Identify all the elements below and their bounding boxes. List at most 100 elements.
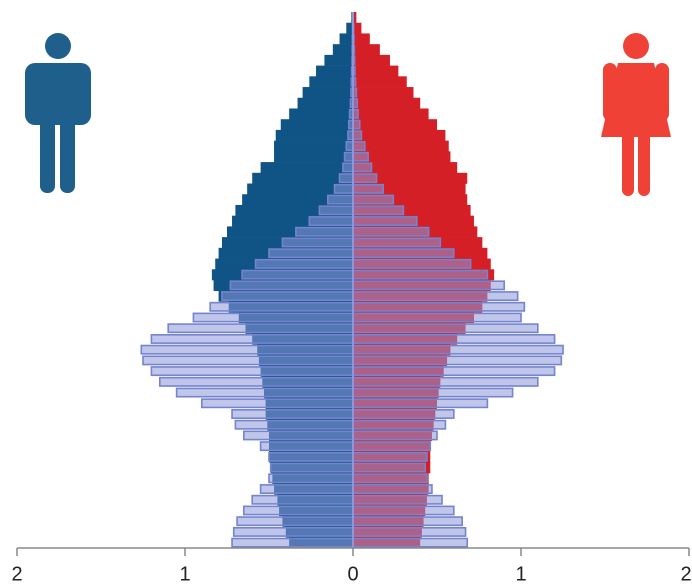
bar <box>352 237 442 248</box>
bar <box>352 430 438 441</box>
x-tick-label: 1 <box>515 563 526 585</box>
bar <box>352 151 369 162</box>
bar <box>275 129 353 141</box>
bar <box>352 162 373 173</box>
x-tick-label: 2 <box>11 563 22 585</box>
bar <box>150 366 354 377</box>
bar <box>232 215 353 227</box>
bar <box>192 312 354 323</box>
bar <box>280 119 353 131</box>
bar <box>332 44 353 56</box>
bar <box>352 355 563 366</box>
bar <box>352 505 455 516</box>
bar <box>352 526 467 537</box>
bar <box>352 258 472 269</box>
bar <box>309 76 353 88</box>
bar <box>343 151 354 162</box>
bar <box>236 516 354 527</box>
bar <box>140 344 354 355</box>
bar <box>251 494 354 505</box>
bar <box>352 462 427 473</box>
bar <box>353 22 362 34</box>
bar <box>352 441 432 452</box>
bar <box>318 205 354 216</box>
bar <box>352 130 363 141</box>
bar <box>352 387 514 398</box>
bar <box>339 33 353 45</box>
bar <box>352 216 418 227</box>
bar <box>316 65 353 77</box>
bar <box>352 312 522 323</box>
bar <box>352 344 564 355</box>
bar <box>252 172 353 184</box>
bar <box>274 140 353 152</box>
bar <box>324 54 353 66</box>
female-icon <box>601 33 671 196</box>
bar <box>297 97 353 109</box>
bar <box>231 537 354 548</box>
bar <box>353 183 466 195</box>
bar <box>159 376 354 387</box>
bar <box>229 280 354 291</box>
bar <box>352 323 539 334</box>
bar <box>150 333 354 344</box>
bar <box>353 33 370 45</box>
bar <box>281 237 354 248</box>
bar <box>338 173 354 184</box>
bar <box>268 451 354 462</box>
bar <box>353 12 357 24</box>
bar <box>302 87 353 99</box>
bar <box>227 226 353 238</box>
bar <box>342 162 354 173</box>
bar <box>352 205 405 216</box>
bar <box>268 473 354 484</box>
bar <box>353 140 449 152</box>
bar <box>209 301 354 312</box>
bar <box>142 355 354 366</box>
bar <box>167 323 354 334</box>
bar <box>353 151 451 163</box>
x-tick-label: 2 <box>680 563 691 585</box>
bar <box>243 505 354 516</box>
bar <box>247 183 353 195</box>
bar <box>353 97 421 109</box>
bar <box>353 44 380 56</box>
bar <box>353 194 468 206</box>
bar <box>352 451 428 462</box>
bar <box>259 484 354 495</box>
bar <box>353 54 390 66</box>
bar <box>352 226 430 237</box>
bar <box>353 129 446 141</box>
bar <box>352 366 556 377</box>
bar <box>352 280 505 291</box>
bar <box>274 151 353 163</box>
bar <box>352 516 463 527</box>
bar <box>352 333 556 344</box>
bar <box>269 462 354 473</box>
bar <box>352 419 447 430</box>
bar <box>352 248 455 259</box>
bar <box>243 430 354 441</box>
bar <box>352 376 539 387</box>
bar <box>352 473 428 484</box>
bar <box>232 526 354 537</box>
bar <box>352 291 519 302</box>
bar <box>242 194 353 206</box>
bar <box>353 87 414 99</box>
bar <box>352 409 455 419</box>
bar <box>289 108 353 120</box>
bar <box>234 419 354 430</box>
bar <box>353 162 458 174</box>
bar <box>352 119 361 130</box>
bar <box>352 183 385 194</box>
bar <box>235 204 353 216</box>
bar <box>352 269 489 280</box>
bar <box>352 484 433 495</box>
bar <box>352 141 366 151</box>
bar <box>333 183 354 194</box>
bar <box>352 301 526 312</box>
bar <box>254 258 354 269</box>
x-tick-label: 1 <box>179 563 190 585</box>
bar <box>352 194 395 205</box>
bar <box>345 141 354 151</box>
